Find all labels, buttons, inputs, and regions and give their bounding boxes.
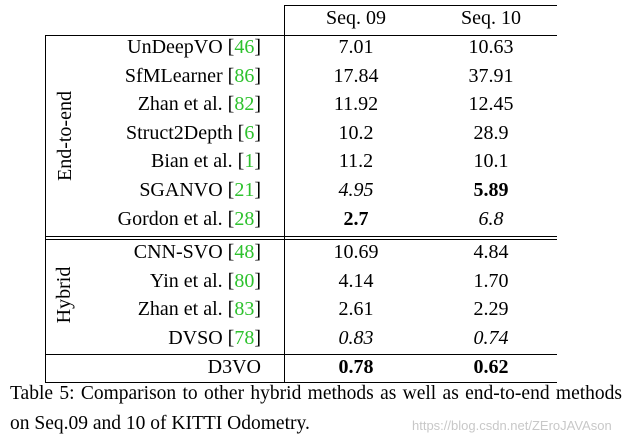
method-cell: Zhan et al. [83] [137,298,261,320]
value-seq10: 2.29 [473,298,509,320]
group-label-end-to-end: End-to-end [54,91,76,181]
method-name: CNN-SVO [133,241,223,263]
value-seq09: 0.83 [338,327,374,349]
method-name: SGANVO [139,179,223,201]
method-cell: Bian et al. [1] [151,150,261,172]
citation-link[interactable]: 48 [234,241,255,263]
value-seq10: 1.70 [473,270,509,292]
citation-link[interactable]: 80 [234,270,255,292]
value-seq10: 12.45 [468,93,514,115]
method-name: Bian et al. [151,150,233,172]
header-seq09: Seq. 09 [326,7,386,29]
value-seq10: 6.8 [478,208,504,230]
method-cell: UnDeepVO [46] [127,36,261,58]
method-cell: Zhan et al. [82] [137,93,261,115]
value-seq09: 4.95 [338,179,374,201]
citation-link[interactable]: 78 [234,327,255,349]
header-seq10: Seq. 10 [461,7,521,29]
bottom-rule [45,382,557,383]
value-seq09: 2.7 [343,208,369,230]
method-cell: SGANVO [21] [139,179,261,201]
citation-link[interactable]: 21 [234,179,255,201]
header-rule [45,35,557,36]
group-label-hybrid: Hybrid [53,266,75,324]
citation-link[interactable]: 46 [234,36,255,58]
value-seq10: 28.9 [473,122,509,144]
value-seq09: 2.61 [338,298,374,320]
group-divider-rule-1 [45,236,557,237]
method-cell: Struct2Depth [6] [126,122,261,144]
method-cell: DVSO [78] [168,327,261,349]
method-name: D3VO [207,356,261,378]
method-cell: SfMLearner [86] [124,65,261,87]
method-cell: CNN-SVO [48] [133,241,261,263]
method-name: UnDeepVO [127,36,223,58]
citation-link[interactable]: 83 [234,298,255,320]
method-name: Yin et al. [149,270,223,292]
method-name: Zhan et al. [137,93,223,115]
watermark: https://blog.csdn.net/ZEroJAVAson [412,418,612,433]
value-seq09: 11.2 [338,150,374,172]
value-seq10: 4.84 [473,241,509,263]
column-vertical-line [284,5,285,383]
citation-link[interactable]: 6 [244,122,255,144]
group-divider-rule-2 [45,239,557,240]
value-seq10: 10.1 [473,150,509,172]
citation-link[interactable]: 82 [234,93,255,115]
value-seq10: 10.63 [468,36,514,58]
method-name: DVSO [168,327,223,349]
citation-link[interactable]: 28 [234,208,255,230]
value-seq09: 10.69 [333,241,379,263]
table-caption: Table 5: Comparison to other hybrid meth… [10,383,622,434]
value-seq10: 37.91 [468,65,514,87]
method-name: Struct2Depth [126,122,233,144]
method-name: Zhan et al. [137,298,223,320]
final-row-rule [45,354,557,355]
value-seq09: 17.84 [333,65,379,87]
value-seq09: 10.2 [338,122,374,144]
left-vertical-line [45,35,46,383]
value-seq10: 5.89 [473,179,509,201]
citation-link[interactable]: 86 [234,65,255,87]
value-seq10: 0.74 [473,327,509,349]
value-seq10: 0.62 [473,356,509,378]
value-seq09: 4.14 [338,270,374,292]
value-seq09: 7.01 [338,36,374,58]
top-rule [284,5,557,6]
citation-link[interactable]: 1 [244,150,255,172]
value-seq09: 0.78 [338,356,374,378]
method-cell: Yin et al. [80] [149,270,261,292]
method-name: SfMLearner [124,65,223,87]
method-cell: Gordon et al. [28] [117,208,261,230]
method-name: Gordon et al. [117,208,223,230]
value-seq09: 11.92 [333,93,379,115]
